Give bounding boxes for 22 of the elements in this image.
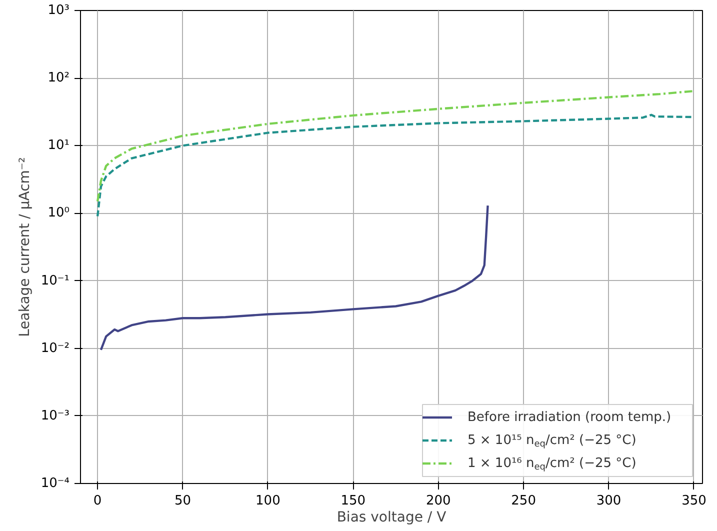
y-tick-label: 10⁰: [48, 206, 70, 221]
y-tick-label: 10³: [48, 3, 70, 18]
x-tick-label: 200: [426, 494, 451, 508]
x-tick-label: 100: [256, 494, 280, 508]
line-series: [100, 204, 489, 351]
x-tick-label: 300: [596, 494, 622, 508]
line-series: [96, 114, 694, 218]
y-tick-label: 10⁻³: [40, 408, 70, 424]
x-tick-label: 350: [682, 494, 706, 508]
y-tick-label: 10⁻¹: [40, 273, 70, 288]
y-tick-label: 10⁻⁴: [40, 476, 70, 491]
x-tick-label: 50: [174, 494, 192, 508]
y-tick-label: 10²: [48, 70, 70, 86]
x-tick-label: 0: [93, 494, 102, 508]
x-tick-label: 250: [511, 494, 536, 508]
x-axis-title: Bias voltage / V: [336, 510, 447, 526]
y-axis-title: Leakage current / µAcm⁻²: [16, 157, 33, 337]
x-tick-label: 150: [340, 494, 366, 508]
y-tick-label: 10¹: [48, 138, 70, 154]
y-tick-label: 10⁻²: [40, 340, 70, 356]
legend-label: Before irradiation (room temp.): [468, 410, 672, 425]
line-series: [96, 90, 694, 202]
